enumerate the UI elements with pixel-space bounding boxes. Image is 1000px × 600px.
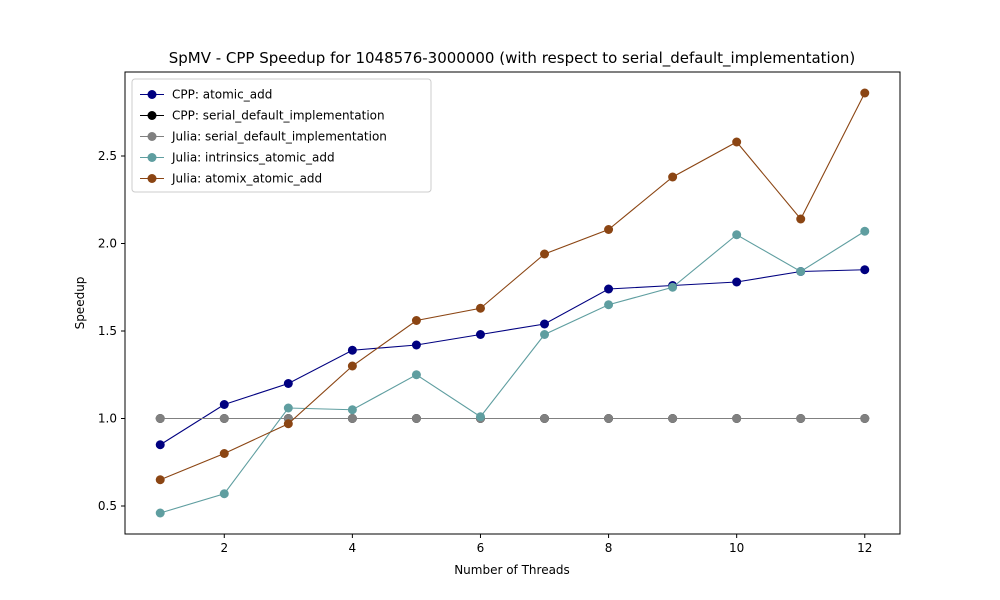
legend-box [131,78,432,193]
x-tick-label: 12 [857,541,872,555]
data-point [604,284,614,294]
axis-ticks: 2 4 6 8 10 12 0.5 1.0 1.5 2.0 2.5 [98,149,873,555]
x-tick-label: 2 [220,541,228,555]
legend-marker [147,132,157,141]
series-group [155,88,870,485]
series-line [160,92,866,481]
legend-label: Julia: serial_default_implementation [171,130,387,144]
x-tick-label: 10 [729,541,744,555]
data-point [668,172,678,182]
legend-label: CPP: atomic_add [172,88,272,102]
legend-item: Julia: intrinsics_atomic_add [140,151,335,165]
data-point [796,414,806,423]
data-point [860,265,870,275]
data-point [155,475,165,485]
y-tick-label: 2.0 [98,237,117,251]
data-point [475,412,485,422]
legend-marker [147,153,157,162]
data-point [347,405,357,415]
data-point [347,345,357,355]
y-tick-label: 1.0 [98,412,117,426]
data-point [283,379,293,388]
legend-item: Julia: serial_default_implementation [140,130,387,144]
data-point [283,419,293,429]
legend-item: CPP: serial_default_implementation [140,109,385,123]
data-point [860,414,870,423]
data-point [796,214,806,224]
data-point [860,88,870,98]
legend-marker [147,174,157,183]
series-line [160,230,866,514]
data-point [411,414,421,423]
data-point [283,403,293,413]
legend-item: Julia: atomix_atomic_add [140,172,322,186]
data-point [219,449,229,458]
legend-marker [147,90,157,99]
x-tick-label: 4 [349,541,357,555]
legend-label: Julia: intrinsics_atomic_add [171,151,335,165]
data-point [475,330,485,339]
data-point [732,277,742,287]
data-point [540,319,550,329]
data-point [219,414,229,423]
y-tick-label: 2.5 [98,149,117,163]
legend: CPP: atomic_add CPP: serial_default_imple… [131,78,432,193]
data-point [540,249,550,259]
series-lines [155,88,870,518]
data-point [604,414,614,423]
data-point [668,414,678,423]
data-point [347,414,357,423]
data-point [860,226,870,236]
data-point [155,414,165,423]
data-point [732,137,742,147]
legend-label: Julia: atomix_atomic_add [171,172,322,186]
series-group [155,226,870,518]
data-point [219,489,229,499]
data-point [796,267,806,276]
data-point [604,300,614,310]
data-point [604,225,614,234]
data-point [668,282,678,292]
data-point [347,361,357,371]
data-point [475,303,485,313]
legend-item: CPP: atomic_add [140,88,272,102]
data-point [411,316,421,325]
legend-label: CPP: serial_default_implementation [172,109,385,123]
series-line [159,269,865,446]
x-axis-label: Number of Threads [454,563,570,577]
data-point [155,508,165,518]
data-point [540,414,550,423]
x-tick-label: 6 [477,541,485,555]
data-point [411,340,421,350]
y-axis-label: Speedup [73,277,87,330]
legend-marker [147,111,157,120]
y-tick-label: 1.5 [98,324,117,338]
data-point [411,370,421,380]
data-point [732,230,742,240]
data-point [155,440,165,450]
data-point [732,414,742,423]
data-point [219,400,229,409]
x-tick-label: 8 [605,541,613,555]
data-point [540,330,550,339]
y-tick-label: 0.5 [98,499,117,513]
chart-title: SpMV - CPP Speedup for 1048576-3000000 (… [169,49,856,68]
